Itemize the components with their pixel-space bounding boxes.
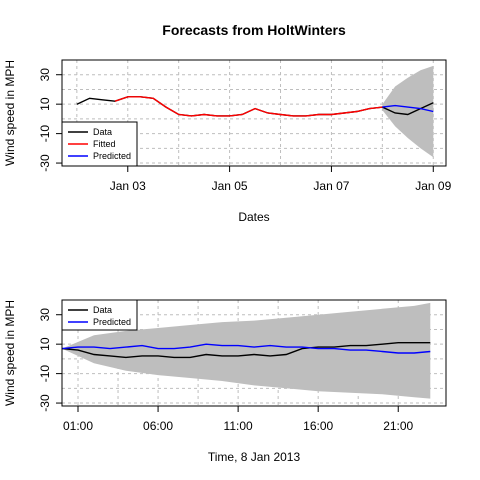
legend: Data Predicted [61,299,138,331]
plot-frame [61,59,447,167]
x-tick-label: 01:00 [63,419,93,433]
x-tick-label: Jan 09 [415,179,451,193]
legend-label-predicted: Predicted [93,317,131,327]
y-tick-label: 30 [38,308,52,322]
x-tick-label: Jan 05 [212,179,248,193]
y-axis-label-bottom: Wind speed in MPH [3,300,17,406]
x-tick-label: Jan 07 [313,179,349,193]
y-tick-label: -30 [38,394,52,412]
legend: Data Fitted Predicted [61,121,138,167]
prediction-interval-band [62,302,431,399]
series-line-predicted [61,343,431,354]
series-line-data [76,96,434,117]
x-axis-label-bottom: Time, 8 Jan 2013 [208,450,301,464]
y-tick-label: -30 [38,154,52,172]
y-tick-label: 30 [38,68,52,82]
x-tick-label: 21:00 [383,419,413,433]
y-tick-label: -10 [38,365,52,383]
y-tick-label: -10 [38,125,52,143]
prediction-interval-band [382,65,434,158]
legend-label-predicted: Predicted [93,151,131,161]
x-axis-label-top: Dates [238,210,269,224]
day-detail-panel: 01:00 06:00 11:00 16:00 21:00 -30 -10 10 30 Data P… [38,299,447,433]
y-axis-label-top: Wind speed in MPH [3,60,17,166]
forecast-panel: Jan 03 Jan 05 Jan 07 Jan 09 -30 -10 10 30 Data Fi… [38,59,452,193]
plot-frame [61,299,447,407]
y-tick-label: 10 [38,97,52,111]
series-line-data [61,342,431,359]
x-tick-label: Jan 03 [110,179,146,193]
x-tick-label: 11:00 [224,419,253,433]
legend-label-fitted: Fitted [93,139,116,149]
series-line-predicted [382,104,434,113]
x-tick-label: 16:00 [303,419,333,433]
x-tick-label: 06:00 [143,419,173,433]
chart-title: Forecasts from HoltWinters [162,22,346,38]
series-line-fitted [114,96,383,117]
grid [62,60,446,166]
legend-label-data: Data [93,305,112,315]
legend-label-data: Data [93,127,112,137]
legend-box [61,299,138,331]
y-tick-label: 10 [38,337,52,351]
